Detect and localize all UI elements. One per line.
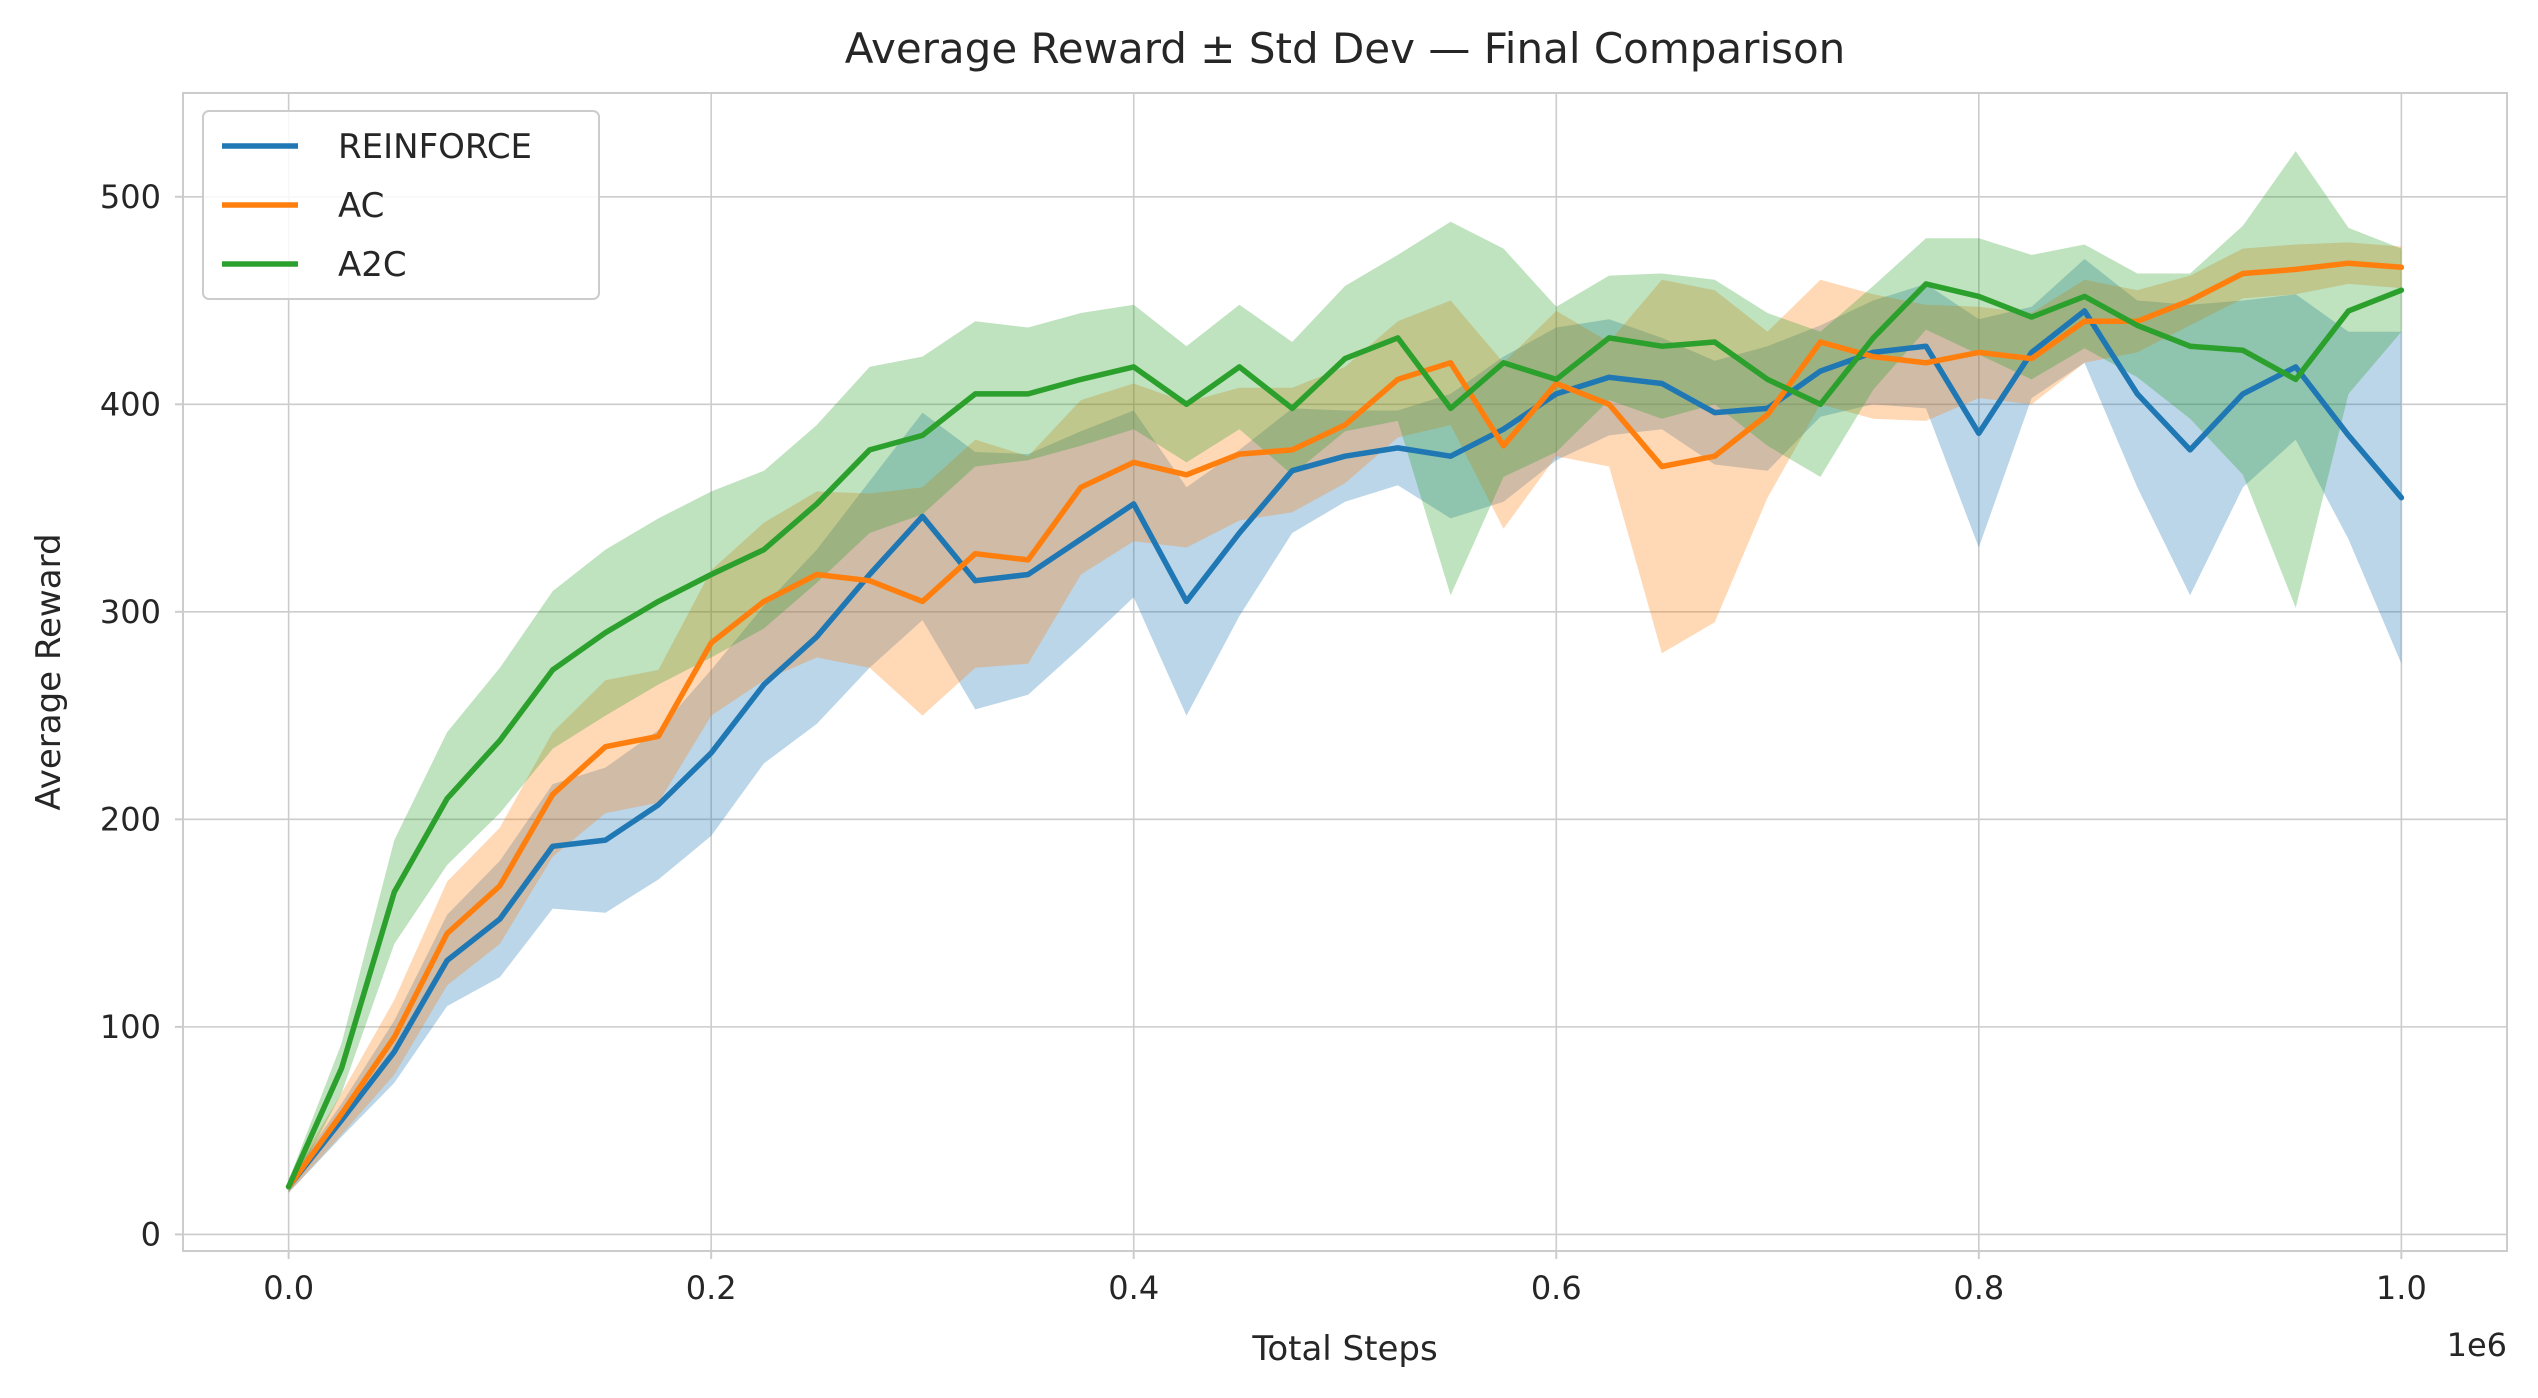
legend-box (202, 110, 600, 300)
y-tick-label: 100 (100, 1008, 161, 1046)
reinforce-std-band (288, 259, 2402, 1193)
legend-label-a2c: A2C (338, 245, 407, 285)
y-tick-label: 500 (100, 178, 161, 216)
y-tick-label: 200 (100, 800, 161, 838)
legend-label-reinforce: REINFORCE (338, 127, 532, 167)
x-axis-label: Total Steps (1251, 1329, 1437, 1369)
reinforce-line (285, 308, 2405, 1190)
x-offset-label: 1e6 (2447, 1326, 2507, 1364)
a2c-line (285, 281, 2405, 1190)
ticks: 0.0 0.2 0.4 0.6 0.8 1.0 0 100 200 300 400 500 (100, 178, 2427, 1307)
x-tick-label: 0.0 (263, 1269, 314, 1307)
y-tick-label: 400 (100, 385, 161, 423)
y-tick-label: 300 (100, 593, 161, 631)
x-tick-label: 0.4 (1108, 1269, 1159, 1307)
x-tick-label: 0.6 (1531, 1269, 1582, 1307)
legend: REINFORCE AC A2C (202, 110, 600, 300)
std-bands (288, 151, 2402, 1193)
x-tick-label: 0.2 (686, 1269, 737, 1307)
plot-frame (182, 92, 2508, 1252)
legend-label-ac: AC (338, 186, 384, 226)
y-axis-label: Average Reward (29, 533, 69, 810)
ac-line (285, 260, 2405, 1190)
chart-title: Average Reward ± Std Dev — Final Compari… (845, 24, 1846, 73)
ac-std-band (288, 242, 2402, 1193)
a2c-std-band (288, 151, 2402, 1193)
x-tick-label: 0.8 (1953, 1269, 2004, 1307)
series-lines (285, 260, 2405, 1190)
x-tick-label: 1.0 (2376, 1269, 2427, 1307)
y-tick-label: 0 (141, 1215, 161, 1253)
